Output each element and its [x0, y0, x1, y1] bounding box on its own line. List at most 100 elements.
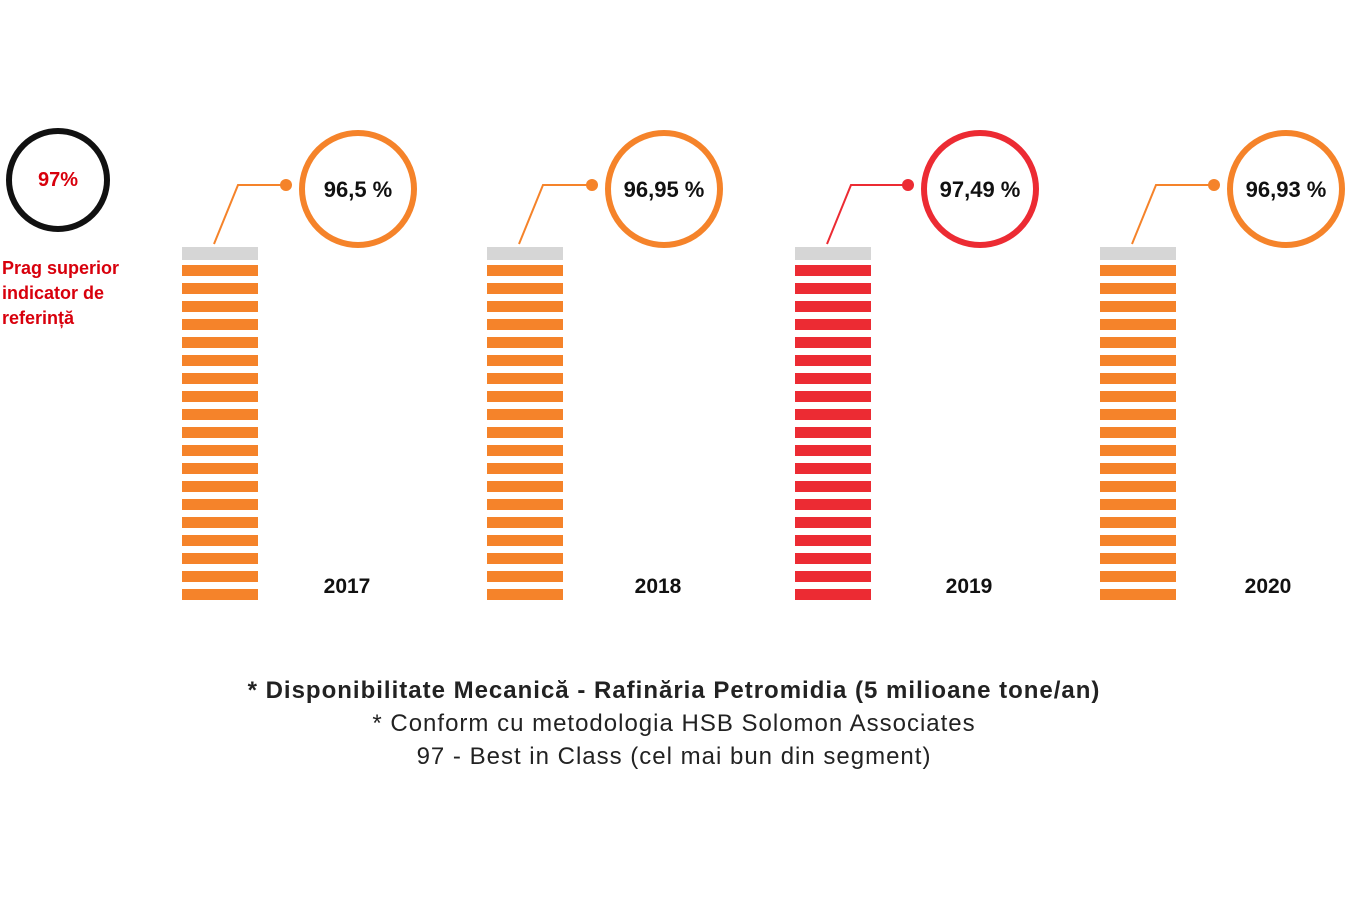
bar-segment — [1100, 535, 1176, 546]
value-label: 97,49 % — [940, 177, 1021, 202]
bar-segment — [1100, 373, 1176, 384]
bar-segment — [795, 571, 871, 582]
bar-cap — [1100, 247, 1176, 260]
bar-segment — [795, 265, 871, 276]
connector-dot — [1208, 179, 1220, 191]
bar-cap — [487, 247, 563, 260]
connector-dot — [586, 179, 598, 191]
connector-line — [213, 184, 286, 245]
connector-line — [826, 184, 908, 245]
bar-segment — [182, 373, 258, 384]
bar-segment — [1100, 319, 1176, 330]
bar-segment — [487, 427, 563, 438]
bar-segment — [487, 481, 563, 492]
bar-segment — [487, 319, 563, 330]
bar-segment — [1100, 589, 1176, 600]
bar-segment — [182, 337, 258, 348]
bar-segment — [182, 301, 258, 312]
bar-segment — [487, 535, 563, 546]
bar-segment — [795, 355, 871, 366]
bar-segment — [1100, 337, 1176, 348]
bar-segment — [795, 589, 871, 600]
bar-segment — [1100, 445, 1176, 456]
value-circle — [605, 130, 723, 248]
reference-circle: 97% — [6, 128, 110, 232]
value-label: 96,5 % — [324, 177, 393, 202]
bar-segment — [487, 445, 563, 456]
bar-segment — [182, 355, 258, 366]
bar-segment — [795, 427, 871, 438]
bar-segment — [182, 391, 258, 402]
bar-segment — [1100, 265, 1176, 276]
connector-dot — [902, 179, 914, 191]
bar-segment — [182, 481, 258, 492]
bar-segment — [487, 373, 563, 384]
footer-title: * Disponibilitate Mecanică - Rafinăria P… — [247, 677, 1101, 704]
bar-segment — [795, 391, 871, 402]
bar-segment — [795, 301, 871, 312]
bar-segment — [182, 265, 258, 276]
bar-segment — [1100, 499, 1176, 510]
bar-segment — [487, 571, 563, 582]
bar-segment — [487, 301, 563, 312]
bar-segment — [795, 409, 871, 420]
bar-segment — [182, 535, 258, 546]
year-label: 2019 — [946, 575, 993, 598]
bar-segment — [795, 517, 871, 528]
bar-segment — [795, 535, 871, 546]
bar-segment — [487, 463, 563, 474]
bar-segment — [1100, 301, 1176, 312]
bar-segment — [182, 517, 258, 528]
bar-segment — [487, 589, 563, 600]
footer-notes: * Disponibilitate Mecanică - Rafinăria P… — [0, 674, 1348, 773]
bar-segment — [182, 409, 258, 420]
bar-segment — [1100, 391, 1176, 402]
bar-segment — [1100, 283, 1176, 294]
bar-segment — [1100, 553, 1176, 564]
value-circle — [1227, 130, 1345, 248]
bar-segment — [1100, 481, 1176, 492]
bar-segment — [1100, 517, 1176, 528]
reference-label: Prag superior indicator de referință — [2, 258, 120, 328]
year-label: 2020 — [1245, 575, 1292, 598]
bar-segment — [487, 283, 563, 294]
bar-segment — [182, 589, 258, 600]
bar-segment — [487, 391, 563, 402]
bar-segment — [487, 355, 563, 366]
bar-segment — [182, 319, 258, 330]
bar-segment — [487, 517, 563, 528]
bar-segment — [795, 553, 871, 564]
bar-segment — [795, 481, 871, 492]
bar-segment — [1100, 409, 1176, 420]
bar-segment — [182, 283, 258, 294]
year-label: 2017 — [324, 575, 371, 598]
value-circle — [921, 130, 1039, 248]
bar-segment — [795, 319, 871, 330]
bar-segment — [487, 409, 563, 420]
reference-value: 97% — [37, 168, 79, 191]
bar-segment — [487, 265, 563, 276]
value-label: 96,95 % — [624, 177, 705, 202]
bar-segment — [1100, 463, 1176, 474]
bar-segment — [182, 427, 258, 438]
bar-segment — [795, 337, 871, 348]
footer-methodology: * Conform cu metodologia HSB Solomon Ass… — [372, 710, 976, 737]
value-label: 96,93 % — [1246, 177, 1327, 202]
bar-cap — [795, 247, 871, 260]
bar-segment — [182, 463, 258, 474]
value-circle — [299, 130, 417, 248]
bar-segment — [795, 499, 871, 510]
connector-dot — [280, 179, 292, 191]
bar-segment — [1100, 355, 1176, 366]
bar-segment — [795, 283, 871, 294]
bar-segment — [795, 373, 871, 384]
bar-segment — [182, 445, 258, 456]
connector-line — [1131, 184, 1214, 245]
connector-line — [518, 184, 592, 245]
bar-segment — [1100, 571, 1176, 582]
bar-segment — [487, 337, 563, 348]
bar-cap — [182, 247, 258, 260]
bar-segment — [182, 571, 258, 582]
year-label: 2018 — [635, 575, 682, 598]
bar-segment — [182, 553, 258, 564]
